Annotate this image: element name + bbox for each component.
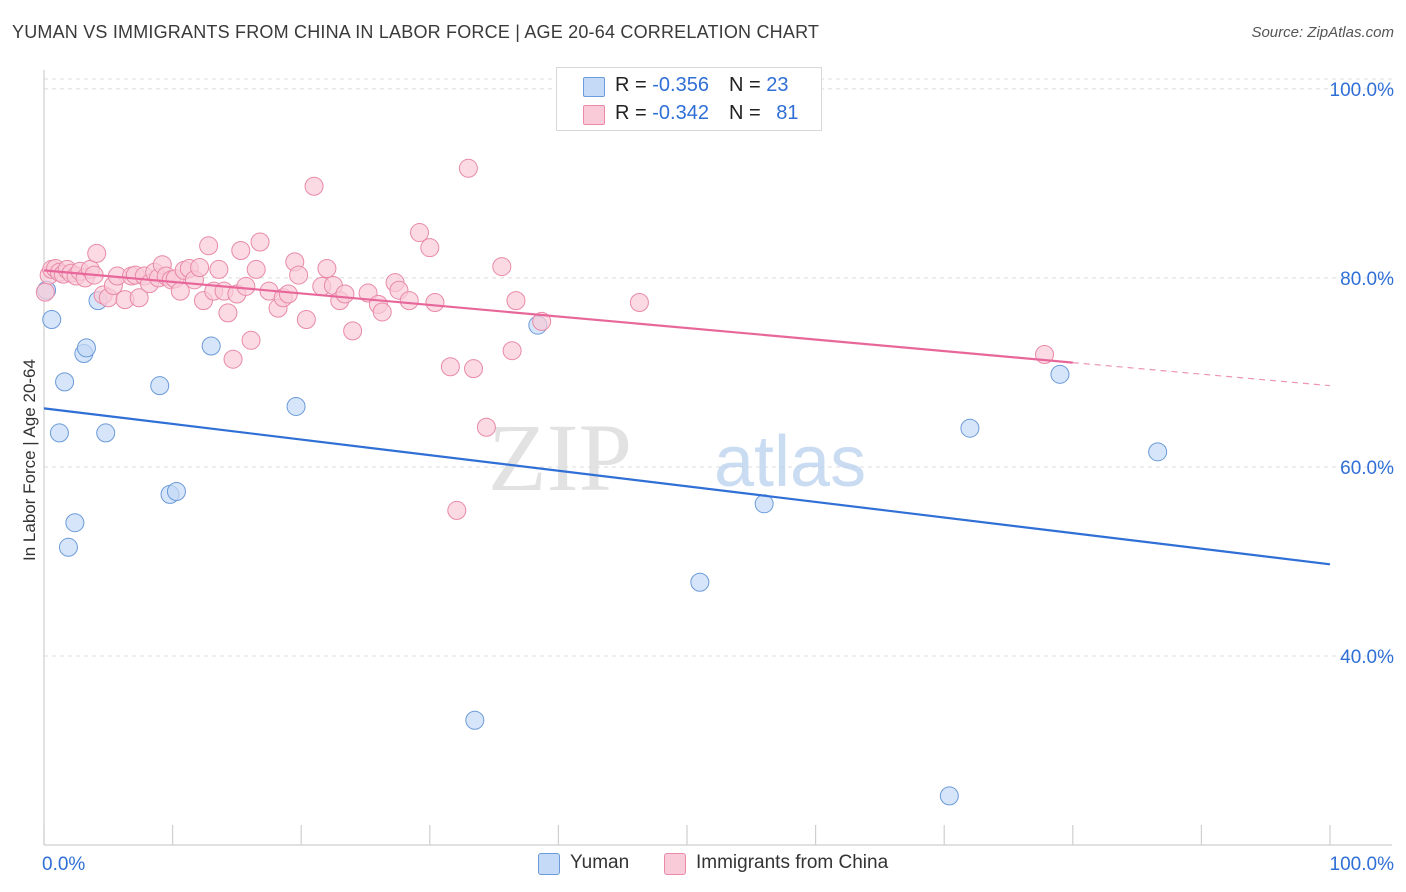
point-yuman [55,372,75,392]
point-china [425,293,445,312]
chart-title: YUMAN VS IMMIGRANTS FROM CHINA IN LABOR … [12,22,820,42]
source-label: Source: ZipAtlas.com [1251,24,1394,41]
point-china [241,330,261,350]
point-china [458,158,478,178]
point-yuman [166,482,186,502]
stats-r-value: -0.342 [652,102,709,124]
point-china [129,288,149,308]
point-yuman [58,537,78,557]
point-china [532,311,552,331]
tick-labels: 40.0% 60.0% 80.0% 100.0% 0.0% 100.0% [42,80,1394,875]
point-china [399,291,419,311]
data-points [35,158,1168,806]
point-china [209,259,229,279]
point-yuman [76,338,96,358]
y-tick-label: 100.0% [1330,80,1395,101]
point-china [464,359,484,379]
point-yuman [1148,442,1168,462]
stats-swatch-yuman [583,77,605,97]
point-yuman [1050,364,1070,384]
trend-line-china [43,269,1073,364]
point-china [289,265,309,285]
point-yuman [690,572,710,592]
point-china [420,238,440,258]
point-china [502,341,522,361]
point-yuman [960,418,980,438]
point-china [223,349,243,369]
axes [43,70,1392,846]
y-tick-label: 40.0% [1340,647,1394,668]
point-yuman [42,310,62,330]
x-tick-label: 100.0% [1330,854,1395,875]
point-china [447,500,467,520]
point-yuman [49,423,69,443]
point-china [236,276,256,296]
point-china [190,258,210,278]
point-china [304,176,324,196]
point-china [410,223,430,243]
stats-swatch-china [583,105,605,125]
y-axis-label: In Labor Force | Age 20-64 [20,359,39,561]
stats-n-label: N = [728,74,767,96]
point-china [372,302,392,322]
x-tick-label: 0.0% [42,854,85,875]
legend-swatch-china [664,853,686,875]
point-china [231,241,251,261]
point-china [335,284,355,304]
point-china [246,259,266,279]
trend-line-yuman [43,407,1331,566]
stats-box: R = -0.356 N = 23 R = -0.342 N = 81 [556,67,822,131]
legend-label-china: Immigrants from China [696,852,889,873]
point-china [629,293,649,312]
point-china [35,282,55,302]
point-yuman [96,423,116,443]
point-china [492,257,512,277]
watermark-zip: ZIP [488,404,632,511]
point-yuman [150,376,170,396]
point-yuman [201,336,221,356]
point-china [440,357,460,377]
point-yuman [465,710,485,730]
point-china [218,303,238,323]
point-china [296,310,316,330]
stats-r-label: R = [615,74,653,96]
point-china [476,417,496,437]
point-china [343,321,363,341]
point-china [199,236,219,256]
point-china [317,258,337,278]
point-yuman [939,786,959,806]
legend-label-yuman: Yuman [570,852,630,873]
watermark-atlas: atlas [714,422,866,502]
grid-lines [44,78,1392,657]
stats-r-label: R = [615,102,653,124]
stats-n-value: 81 [776,102,799,124]
point-china [87,243,107,263]
stats-r-value: -0.356 [652,74,709,96]
stats-n-value: 23 [766,74,789,96]
y-tick-label: 80.0% [1340,269,1394,290]
point-china [278,284,298,304]
trend-lines [43,269,1331,566]
point-yuman [286,396,306,416]
watermark: ZIP atlas [488,404,866,511]
stats-n-label: N = [728,102,767,124]
legend-swatch-yuman [538,853,560,875]
point-china [506,291,526,311]
point-yuman [65,513,85,533]
point-china [250,232,270,252]
y-tick-label: 60.0% [1340,458,1394,479]
trend-line-china-dashed [1072,362,1331,387]
